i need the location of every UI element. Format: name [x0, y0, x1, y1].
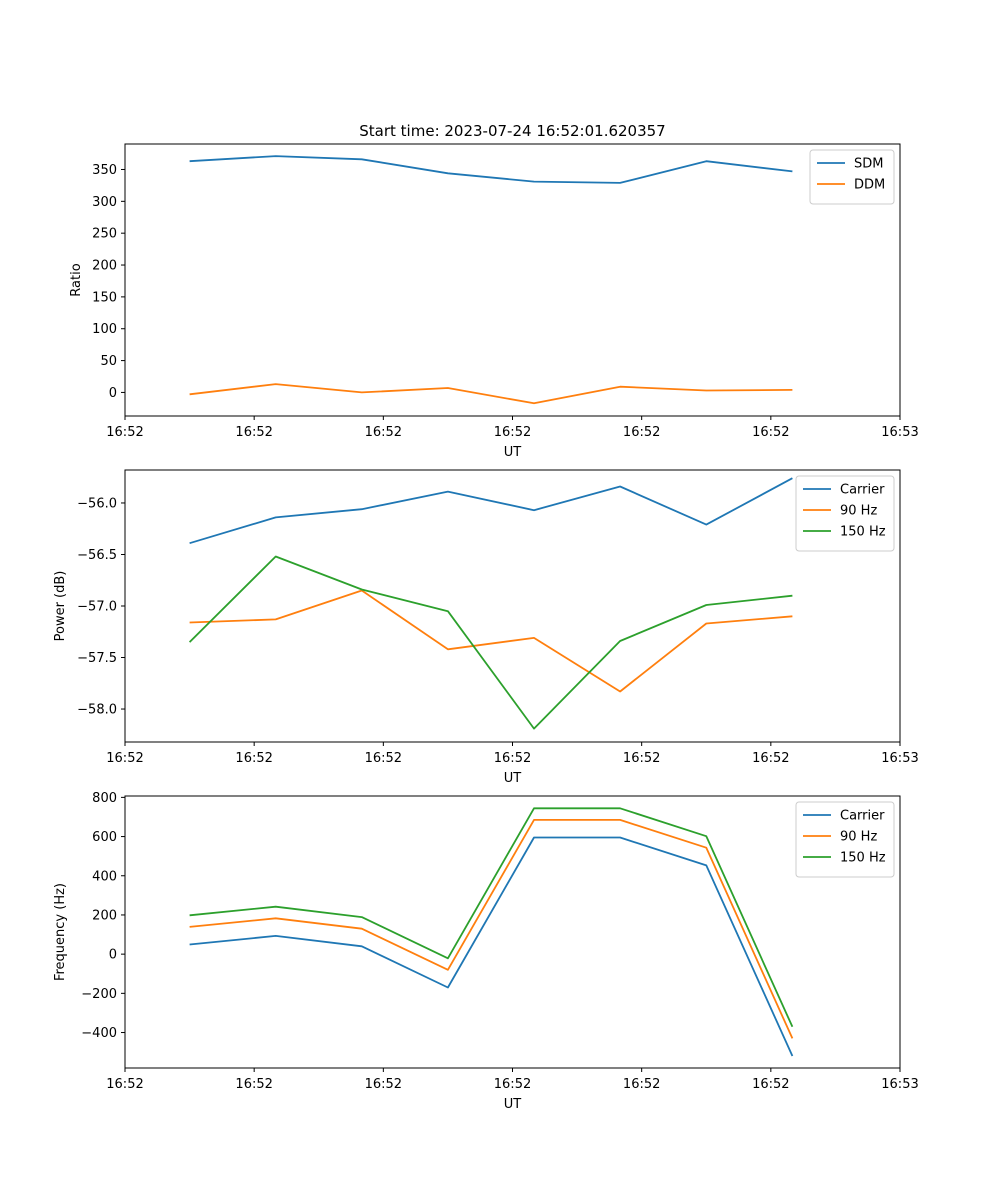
- x-tick-label: 16:52: [365, 751, 402, 766]
- legend-label: SDM: [854, 157, 883, 172]
- legend-box: [795, 801, 895, 878]
- legend-label: 150 Hz: [840, 851, 886, 866]
- y-tick-label: 0: [109, 948, 117, 963]
- x-axis-label: UT: [504, 445, 522, 460]
- x-tick-label: 16:53: [881, 425, 918, 440]
- x-axis-label: UT: [504, 1097, 522, 1112]
- series-line-150-hz: [189, 807, 794, 1028]
- y-tick-label: −57.5: [77, 651, 117, 666]
- series-line-90-hz: [189, 589, 793, 693]
- series-line-sdm: [189, 155, 793, 184]
- y-tick-label: 0: [109, 386, 117, 401]
- x-tick-label: 16:52: [235, 751, 272, 766]
- y-tick-label: 300: [92, 195, 117, 210]
- series-line-90-hz: [189, 819, 794, 1039]
- legend-label: 90 Hz: [840, 830, 877, 845]
- y-tick-label: −56.5: [77, 548, 117, 563]
- axes-frame: [124, 469, 901, 743]
- x-tick-label: 16:52: [623, 1077, 660, 1092]
- y-tick-label: −200: [81, 987, 117, 1002]
- x-tick-label: 16:52: [365, 425, 402, 440]
- series-line-carrier: [189, 477, 793, 545]
- y-tick-label: 100: [92, 322, 117, 337]
- y-tick-label: −57.0: [77, 600, 117, 615]
- y-tick-label: 150: [92, 290, 117, 305]
- x-tick-label: 16:52: [494, 1077, 531, 1092]
- x-tick-label: 16:52: [623, 425, 660, 440]
- x-tick-label: 16:53: [881, 751, 918, 766]
- y-tick-label: −400: [81, 1026, 117, 1041]
- series-line-carrier: [189, 836, 794, 1057]
- x-tick-label: 16:52: [106, 425, 143, 440]
- subplot-2: −58.0 −57.5 −57.0 −56.5 −56.0 16:52 16:52 16:52…: [53, 469, 919, 786]
- series-line-150-hz: [188, 555, 793, 730]
- x-tick-label: 16:52: [365, 1077, 402, 1092]
- legend-label: Carrier: [840, 483, 885, 498]
- axes-frame: [124, 795, 901, 1069]
- y-tick-label: −58.0: [77, 703, 117, 718]
- legend-box: [795, 475, 895, 552]
- x-tick-label: 16:52: [235, 425, 272, 440]
- x-tick-label: 16:52: [494, 751, 531, 766]
- legend-label: Carrier: [840, 809, 885, 824]
- subplot-3: −400 −200 0 200 400 600 800 16:52 16:52 16:52 16:5…: [53, 791, 919, 1112]
- y-tick-label: −56.0: [77, 496, 117, 511]
- axes-frame: [124, 143, 901, 417]
- x-tick-label: 16:53: [881, 1077, 918, 1092]
- x-tick-label: 16:52: [623, 751, 660, 766]
- y-tick-label: 50: [100, 354, 117, 369]
- x-tick-label: 16:52: [494, 425, 531, 440]
- legend-label: DDM: [854, 178, 885, 193]
- legend-label: 90 Hz: [840, 504, 877, 519]
- y-tick-label: 200: [92, 259, 117, 274]
- y-tick-label: 800: [92, 791, 117, 806]
- x-tick-label: 16:52: [106, 1077, 143, 1092]
- y-axis-label: Ratio: [69, 263, 84, 296]
- x-tick-label: 16:52: [752, 425, 789, 440]
- series-line-ddm: [189, 383, 793, 405]
- figure-title: Start time: 2023-07-24 16:52:01.620357: [359, 122, 665, 140]
- legend: SDM DDM: [809, 149, 895, 205]
- y-tick-label: 250: [92, 227, 117, 242]
- legend: Carrier 90 Hz 150 Hz: [795, 801, 895, 878]
- x-tick-label: 16:52: [752, 751, 789, 766]
- subplot-1: 0 50 100 150 200 250 300 350 16:52 16:52 16:52 16:5…: [69, 143, 919, 460]
- x-axis-label: UT: [504, 771, 522, 786]
- y-axis-label: Frequency (Hz): [53, 883, 68, 981]
- legend: Carrier 90 Hz 150 Hz: [795, 475, 895, 552]
- y-axis-label: Power (dB): [53, 571, 68, 642]
- x-tick-label: 16:52: [106, 751, 143, 766]
- y-tick-label: 200: [92, 908, 117, 923]
- y-tick-label: 600: [92, 830, 117, 845]
- y-tick-label: 400: [92, 869, 117, 884]
- x-tick-label: 16:52: [752, 1077, 789, 1092]
- x-tick-label: 16:52: [235, 1077, 272, 1092]
- legend-label: 150 Hz: [840, 525, 886, 540]
- y-tick-label: 350: [92, 163, 117, 178]
